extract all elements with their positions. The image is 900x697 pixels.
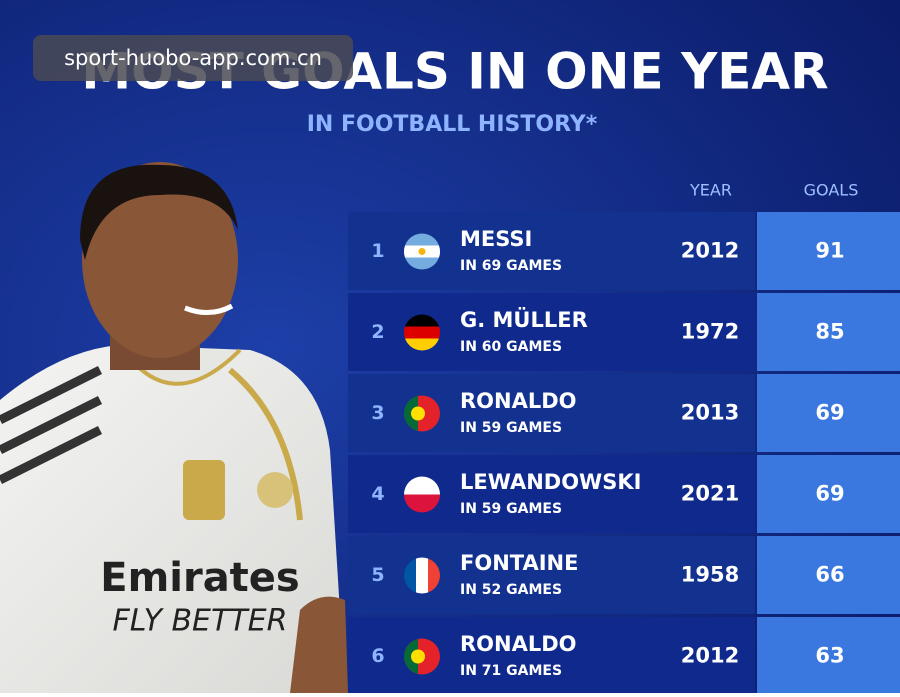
games: IN 60 GAMES	[460, 339, 562, 355]
player-photo: Emirates FLY BETTER	[0, 162, 348, 693]
rank: 1	[371, 240, 384, 262]
year: 2012	[681, 644, 739, 668]
games: IN 71 GAMES	[460, 663, 562, 679]
flag	[404, 395, 440, 432]
table-row: 1 MESSI IN 69 GAMES 2012 91	[348, 212, 900, 290]
flag	[404, 476, 440, 513]
table-row: 5 FONTAINE IN 52 GAMES 1958 66	[348, 536, 900, 614]
goals-cell	[757, 536, 900, 614]
flag	[404, 233, 440, 270]
svg-text:FLY BETTER: FLY BETTER	[113, 604, 288, 639]
games: IN 69 GAMES	[460, 258, 562, 274]
rank: 3	[371, 402, 384, 424]
year: 1972	[681, 320, 739, 344]
flag	[404, 557, 440, 594]
games: IN 59 GAMES	[460, 501, 562, 517]
rank: 4	[371, 483, 384, 505]
player-name: RONALDO	[460, 632, 577, 656]
flag	[404, 638, 440, 675]
goals-cell	[757, 617, 900, 695]
goals: 63	[815, 644, 844, 668]
table: 1 MESSI IN 69 GAMES 2012 91 2 G. MÜLLER IN 60 G…	[348, 212, 900, 695]
flag	[404, 314, 440, 351]
rank: 5	[371, 564, 384, 586]
goals: 66	[815, 563, 844, 587]
goals: 69	[815, 401, 844, 425]
player-name: MESSI	[460, 227, 532, 251]
watermark-box	[33, 35, 353, 81]
watermark: sport-huobo-app.com.cn	[64, 46, 322, 70]
svg-text:Emirates: Emirates	[100, 555, 300, 601]
year: 2021	[681, 482, 739, 506]
subtitle: IN FOOTBALL HISTORY*	[307, 112, 598, 137]
rank: 2	[371, 321, 384, 343]
table-row: 6 RONALDO IN 71 GAMES 2012 63	[348, 617, 900, 695]
player-name: RONALDO	[460, 389, 577, 413]
rank: 6	[371, 645, 384, 667]
goals-cell	[757, 212, 900, 290]
goals: 69	[815, 482, 844, 506]
games: IN 59 GAMES	[460, 420, 562, 436]
goals-cell	[757, 374, 900, 452]
player-name: G. MÜLLER	[460, 307, 588, 332]
column-header: YEAR	[689, 181, 732, 200]
goals-cell	[757, 455, 900, 533]
table-row: 4 LEWANDOWSKI IN 59 GAMES 2021 69	[348, 455, 900, 533]
player-name: FONTAINE	[460, 551, 578, 575]
column-header: GOALS	[804, 181, 859, 200]
year: 2012	[681, 239, 739, 263]
player-name: LEWANDOWSKI	[460, 470, 641, 494]
table-row: 2 G. MÜLLER IN 60 GAMES 1972 85	[348, 293, 900, 371]
year: 2013	[681, 401, 739, 425]
games: IN 52 GAMES	[460, 582, 562, 598]
goals: 85	[815, 320, 844, 344]
goals-cell	[757, 293, 900, 371]
goals: 91	[815, 239, 844, 263]
table-row: 3 RONALDO IN 59 GAMES 2013 69	[348, 374, 900, 452]
year: 1958	[681, 563, 739, 587]
